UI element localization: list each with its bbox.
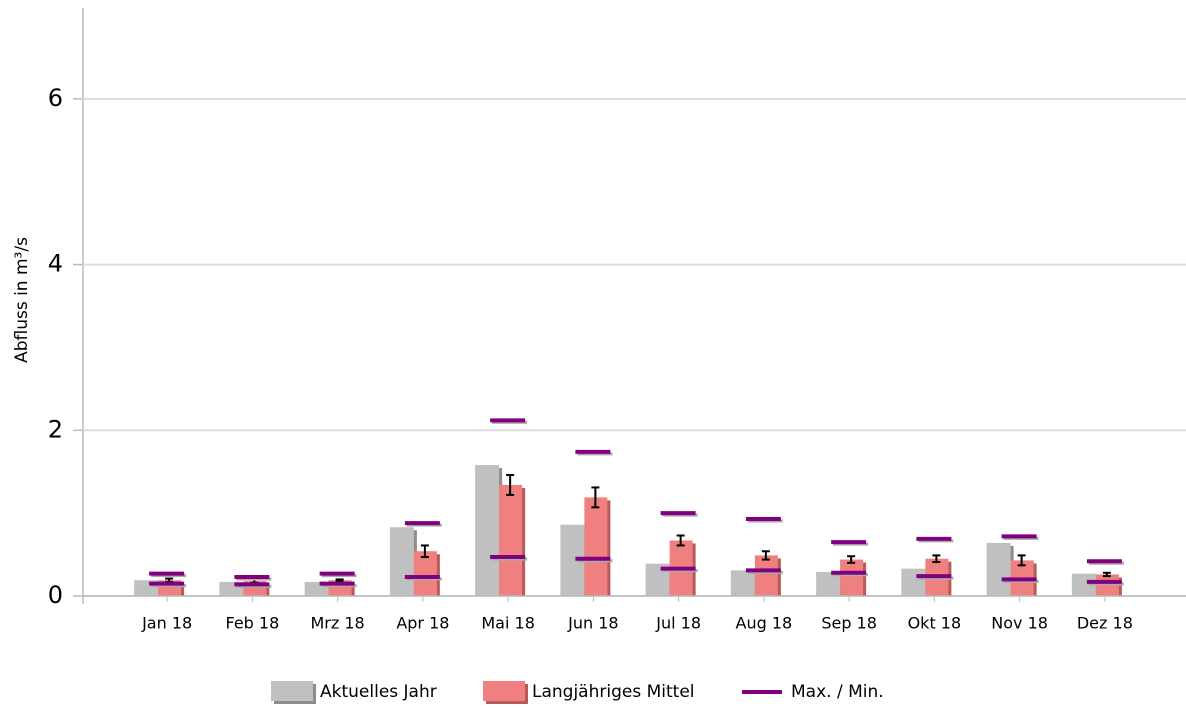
bar bbox=[986, 542, 1011, 596]
bar bbox=[730, 570, 755, 596]
legend-swatch bbox=[271, 681, 313, 701]
bar bbox=[475, 465, 500, 596]
x-tick-label: Okt 18 bbox=[908, 614, 962, 633]
legend-swatch bbox=[483, 681, 525, 701]
bar bbox=[389, 527, 414, 596]
x-tick-label: Jul 18 bbox=[655, 614, 701, 633]
bar bbox=[413, 551, 437, 596]
y-axis-label: Abfluss in m³/s bbox=[12, 237, 32, 363]
x-tick-label: Nov 18 bbox=[991, 614, 1048, 633]
x-tick-label: Jan 18 bbox=[141, 614, 192, 633]
y-tick-label: 0 bbox=[48, 581, 63, 609]
legend-label: Aktuelles Jahr bbox=[320, 682, 437, 702]
bar bbox=[901, 568, 926, 596]
bar bbox=[754, 555, 778, 596]
legend-label: Langjähriges Mittel bbox=[532, 682, 695, 702]
y-tick-label: 6 bbox=[48, 84, 63, 112]
y-tick-label: 4 bbox=[48, 250, 63, 278]
bar bbox=[499, 484, 523, 596]
x-tick-label: Jun 18 bbox=[567, 614, 618, 633]
x-tick-label: Mrz 18 bbox=[311, 614, 365, 633]
x-tick-label: Dez 18 bbox=[1077, 614, 1133, 633]
bar bbox=[840, 559, 864, 596]
y-tick-label: 2 bbox=[48, 415, 63, 443]
bar bbox=[584, 497, 608, 596]
x-tick-label: Sep 18 bbox=[821, 614, 877, 633]
x-tick-label: Mai 18 bbox=[481, 614, 535, 633]
x-tick-label: Feb 18 bbox=[225, 614, 279, 633]
legend-label: Max. / Min. bbox=[791, 682, 884, 702]
x-tick-label: Apr 18 bbox=[396, 614, 449, 633]
x-tick-label: Aug 18 bbox=[736, 614, 793, 633]
bar bbox=[1071, 573, 1096, 596]
